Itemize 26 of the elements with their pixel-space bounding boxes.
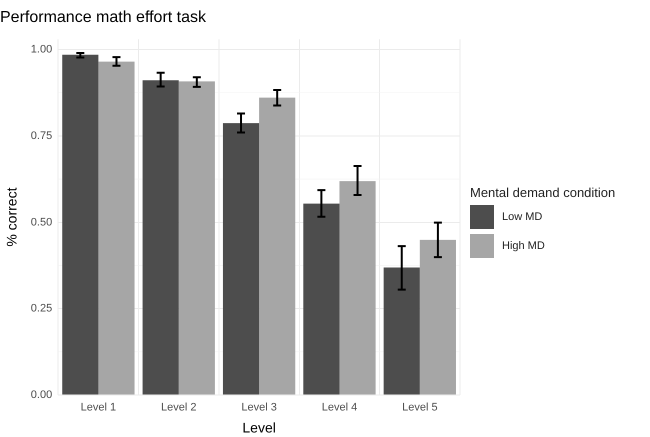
legend-label: Low MD — [502, 211, 542, 223]
bar — [98, 62, 135, 394]
bar — [384, 268, 420, 394]
y-tick-label: 0.50 — [30, 216, 52, 228]
x-axis-title: Level — [242, 419, 276, 436]
x-tick-label: Level 3 — [241, 402, 277, 414]
legend-label: High MD — [502, 240, 545, 252]
bar — [339, 181, 376, 394]
y-tick-label: 1.00 — [30, 44, 52, 56]
bar — [62, 54, 98, 394]
y-tick-label: 0.00 — [30, 389, 52, 402]
legend-title: Mental demand condition — [470, 185, 616, 200]
bar — [142, 80, 179, 394]
y-tick-label: 0.25 — [30, 302, 52, 315]
chart-title: Performance math effort task — [0, 9, 208, 26]
x-tick-label: Level 4 — [322, 402, 358, 414]
bar — [259, 98, 296, 394]
x-tick-label: Level 5 — [402, 402, 438, 414]
bar — [303, 204, 340, 394]
bar — [222, 123, 260, 394]
x-tick-label: Level 1 — [80, 402, 116, 414]
x-tick-label: Level 2 — [161, 402, 196, 414]
bar — [178, 81, 215, 394]
y-axis-title: % correct — [3, 187, 20, 247]
bar — [420, 240, 456, 394]
y-tick-label: 0.75 — [30, 130, 52, 142]
